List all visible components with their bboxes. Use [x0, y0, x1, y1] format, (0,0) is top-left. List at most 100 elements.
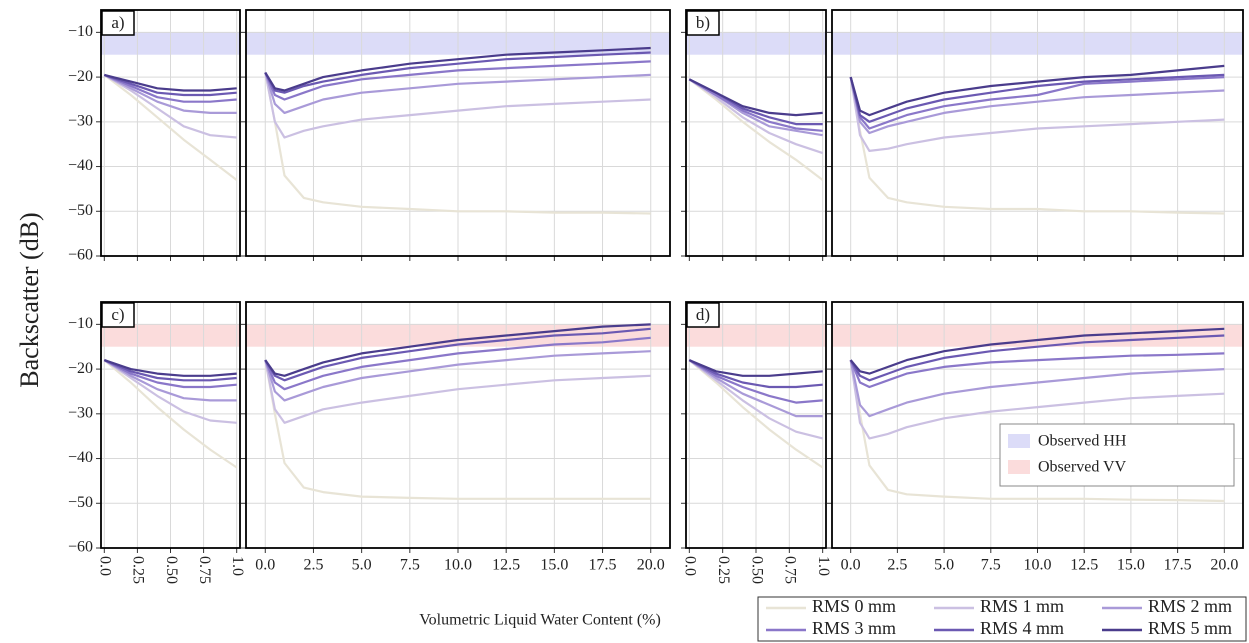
x-tick-label: 0.75 [782, 556, 799, 584]
y-tick-label: −60 [68, 539, 93, 556]
series-line [849, 64, 1225, 117]
x-tick-label: 17.5 [1164, 557, 1192, 574]
plot-frame [831, 9, 1244, 257]
x-tick-label: 15.0 [1117, 557, 1145, 574]
series-line [688, 78, 824, 155]
series-line [688, 359, 823, 418]
series-line [849, 359, 1225, 503]
series-line [849, 327, 1225, 375]
x-tick-label: 20.0 [1210, 557, 1238, 574]
series-line [103, 359, 238, 469]
series-line [264, 72, 651, 139]
series-line [264, 359, 651, 424]
x-tick-label: 12.5 [492, 557, 520, 574]
plot-frame [685, 301, 827, 549]
series-line [103, 359, 237, 382]
x-tick-label: 0.50 [163, 556, 180, 584]
plot-frame [245, 9, 671, 257]
x-tick-label: 0.25 [130, 556, 147, 584]
plot-frame [100, 301, 241, 549]
panel-label: c) [111, 305, 124, 324]
panel-label-box [686, 10, 720, 36]
panel-label-box [101, 10, 135, 36]
series-line [849, 76, 1225, 215]
x-tick-label: 1.0 [815, 556, 832, 576]
band-legend-box [999, 423, 1235, 487]
legend-box [757, 596, 1247, 642]
x-tick-label: 2.5 [303, 557, 323, 574]
series-line [688, 78, 823, 117]
band-legend-label: Observed VV [1038, 459, 1127, 476]
series-line [103, 73, 237, 97]
y-tick-label: −50 [68, 202, 93, 219]
series-line [849, 352, 1225, 389]
x-tick-label: 0.0 [682, 556, 699, 576]
y-tick-label: −40 [68, 449, 93, 466]
series-line [103, 73, 237, 114]
series-line [688, 359, 823, 377]
x-tick-label: 20.0 [637, 557, 665, 574]
series-line [264, 46, 651, 92]
x-tick-label: 15.0 [540, 557, 568, 574]
plot-frame [831, 301, 1244, 549]
series-line [849, 359, 1225, 418]
series-line [688, 359, 823, 389]
series-line [264, 72, 651, 215]
band-legend-swatch [1008, 434, 1030, 448]
x-tick-label: 0.50 [748, 556, 765, 584]
x-tick-label: 2.5 [887, 557, 907, 574]
legend-label: RMS 2 mm [1148, 596, 1232, 616]
y-tick-label: −60 [68, 247, 93, 264]
series-line [103, 359, 237, 377]
series-line [103, 74, 238, 181]
x-tick-label: 17.5 [589, 557, 617, 574]
series-line [849, 334, 1225, 382]
series-line [849, 359, 1225, 440]
series-line [688, 359, 823, 404]
plot-frame [245, 301, 671, 549]
plot-frame [100, 9, 241, 257]
series-line [264, 60, 651, 101]
y-tick-label: −40 [68, 157, 93, 174]
series-line [849, 76, 1225, 152]
legend-label: RMS 4 mm [980, 618, 1064, 638]
x-axis-title: Volumetric Liquid Water Content (%) [419, 612, 661, 629]
panel-label-box [101, 302, 135, 328]
series-line [688, 78, 824, 181]
legend-label: RMS 3 mm [812, 618, 896, 638]
x-tick-label: 10.0 [444, 557, 472, 574]
series-line [103, 359, 237, 389]
x-tick-label: 0.0 [97, 556, 114, 576]
legend-label: RMS 5 mm [1148, 618, 1232, 638]
x-tick-label: 12.5 [1070, 557, 1098, 574]
series-line [264, 350, 651, 402]
panel-label: d) [696, 305, 710, 324]
series-line [264, 323, 651, 377]
band-legend-label: Observed HH [1038, 433, 1127, 450]
panel-label-box [686, 302, 720, 328]
x-tick-label: 7.5 [400, 557, 420, 574]
y-tick-label: −30 [68, 404, 93, 421]
y-tick-label: −20 [68, 360, 93, 377]
x-tick-label: 0.25 [715, 556, 732, 584]
y-tick-label: −10 [68, 315, 93, 332]
x-tick-label: 5.0 [352, 557, 372, 574]
y-tick-label: −30 [68, 112, 93, 129]
legend-label: RMS 1 mm [980, 596, 1064, 616]
series-line [103, 73, 237, 103]
plot-frame [685, 9, 827, 257]
x-tick-label: 5.0 [934, 557, 954, 574]
series-line [103, 359, 237, 424]
panel-label: a) [111, 13, 124, 32]
x-tick-label: 7.5 [981, 557, 1001, 574]
series-line [104, 73, 237, 92]
series-line [103, 73, 237, 139]
legend-label: RMS 0 mm [812, 596, 896, 616]
x-tick-label: 0.0 [255, 557, 275, 574]
x-tick-label: 10.0 [1024, 557, 1052, 574]
band-legend-swatch [1008, 460, 1030, 474]
series-line [849, 76, 1225, 135]
x-tick-label: 0.75 [196, 556, 213, 584]
series-line [688, 359, 823, 440]
